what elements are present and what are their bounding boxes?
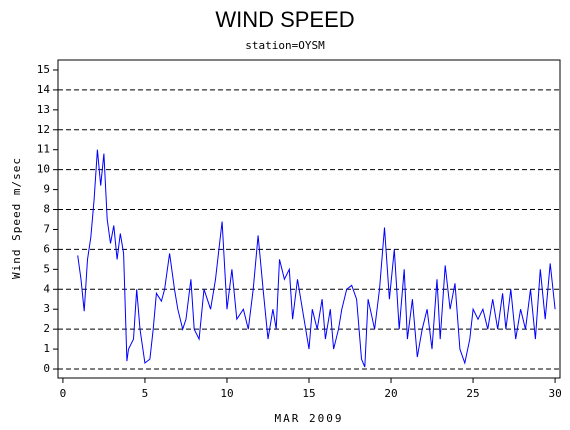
y-tick-label: 4	[43, 282, 50, 295]
y-tick-label: 1	[43, 342, 50, 355]
x-tick-label: 10	[220, 387, 233, 400]
x-tick-label: 5	[142, 387, 149, 400]
y-tick-label: 0	[43, 362, 50, 375]
y-tick-label: 7	[43, 222, 50, 235]
x-tick-label: 0	[60, 387, 67, 400]
y-tick-label: 15	[37, 63, 50, 76]
plot-frame	[57, 59, 561, 379]
y-tick-label: 10	[37, 163, 50, 176]
y-axis-label: Wind Speed m/sec	[10, 157, 23, 279]
x-tick-label: 15	[302, 387, 315, 400]
chart-title: WIND SPEED	[215, 7, 354, 32]
y-tick-label: 2	[43, 322, 50, 335]
data-line	[77, 149, 556, 368]
x-tick-label: 25	[466, 387, 479, 400]
x-tick-label: 20	[384, 387, 397, 400]
y-tick-label: 8	[43, 203, 50, 216]
y-tick-label: 6	[43, 242, 50, 255]
y-tick-label: 5	[43, 262, 50, 275]
y-tick-label: 11	[37, 143, 50, 156]
y-tick-label: 9	[43, 183, 50, 196]
x-axis-label: MAR 2009	[275, 412, 344, 425]
y-tick-label: 13	[37, 103, 50, 116]
y-tick-label: 12	[37, 123, 50, 136]
x-tick-label: 30	[548, 387, 561, 400]
y-tick-label: 3	[43, 302, 50, 315]
y-tick-label: 14	[37, 83, 51, 96]
chart-subtitle: station=OYSM	[245, 39, 325, 52]
